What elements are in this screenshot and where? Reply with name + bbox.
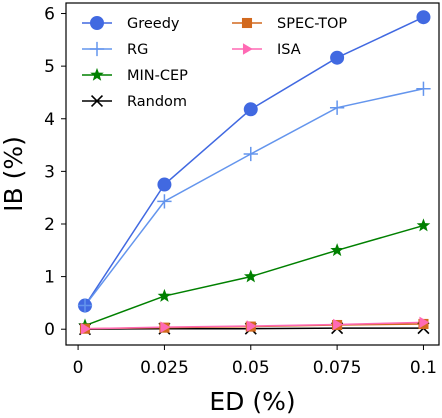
legend-marker-spec-top [241, 17, 253, 29]
y-axis-ticks: 0 1 2 3 4 5 6 [44, 5, 66, 340]
legend-marker-rg [89, 41, 105, 57]
legend-label-spec-top: SPEC-TOP [277, 16, 347, 32]
legend-label-random: Random [127, 94, 187, 110]
series-line-greedy [84, 16, 424, 306]
x-tick-label: 0.075 [313, 358, 362, 378]
y-axis-title: IB (%) [0, 136, 28, 212]
series-line-rg [84, 88, 424, 306]
data-point-min-cep [157, 288, 172, 302]
data-point-rg [329, 100, 345, 115]
data-point-isa [160, 321, 171, 333]
x-tick-label: 0.1 [410, 358, 437, 378]
x-tick-label: 0 [73, 358, 84, 378]
x-axis-title: ED (%) [209, 387, 295, 416]
plot-frame [65, 2, 440, 346]
data-point-rg [243, 146, 258, 162]
series-lines [84, 16, 424, 330]
y-tick-label: 1 [44, 268, 55, 288]
data-point-greedy [157, 177, 172, 192]
y-tick-label: 3 [44, 162, 55, 182]
data-point-isa [246, 320, 257, 332]
y-tick-label: 5 [44, 57, 55, 77]
data-point-isa [419, 316, 430, 329]
legend-marker-isa [242, 43, 253, 55]
x-tick-label: 0.025 [140, 358, 189, 378]
y-tick-label: 0 [44, 320, 55, 340]
legend-marker-greedy [90, 16, 104, 30]
data-point-min-cep [416, 218, 431, 232]
data-point-min-cep [243, 269, 258, 283]
legend-label-greedy: Greedy [127, 16, 180, 32]
legend-marker-random [90, 94, 104, 108]
data-point-greedy [243, 102, 258, 117]
legend-label-min-cep: MIN-CEP [127, 68, 188, 84]
data-point-rg [157, 194, 172, 209]
data-point-isa [80, 322, 91, 335]
legend-label-isa: ISA [277, 42, 301, 58]
y-tick-label: 4 [44, 110, 55, 130]
legend-label-rg: RG [127, 42, 148, 58]
data-point-rg [77, 298, 93, 313]
data-point-min-cep [330, 243, 344, 257]
legend: Greedy RG MIN-CEP Random SPEC-TOP ISA [82, 16, 347, 110]
legend-marker-min-cep [90, 67, 104, 81]
data-point-rg [416, 81, 431, 96]
y-tick-label: 6 [44, 5, 55, 25]
x-tick-label: 0.05 [232, 358, 270, 378]
x-axis-ticks: 0 0.025 0.05 0.075 0.1 [73, 345, 437, 378]
series-markers [77, 10, 431, 336]
y-tick-label: 2 [44, 215, 55, 235]
data-point-greedy [330, 50, 345, 65]
data-point-greedy [416, 10, 431, 25]
data-point-isa [333, 318, 343, 331]
